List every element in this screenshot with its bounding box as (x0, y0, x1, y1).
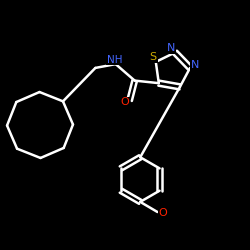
Text: NH: NH (107, 54, 122, 64)
Text: S: S (150, 52, 157, 62)
Text: N: N (191, 60, 199, 70)
Text: O: O (159, 208, 168, 218)
Text: O: O (121, 98, 130, 108)
Text: N: N (167, 43, 175, 53)
